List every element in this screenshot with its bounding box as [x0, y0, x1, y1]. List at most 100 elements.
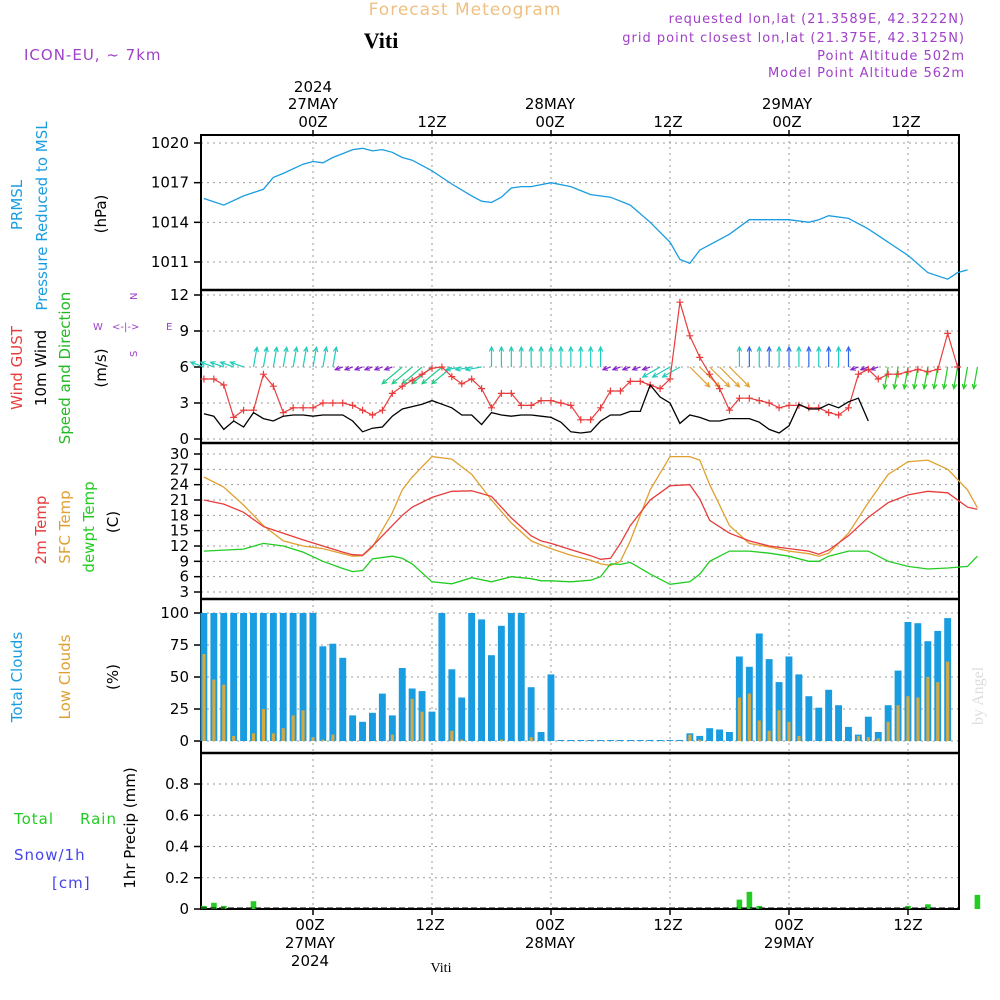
low-cloud-bar — [450, 730, 454, 741]
wind-direction-arrowhead — [332, 345, 339, 353]
low-cloud-bar — [529, 737, 533, 741]
total-cloud-bar — [279, 613, 287, 741]
bottom-year: 2024 — [291, 952, 329, 970]
low-cloud-bar — [767, 730, 771, 741]
wind-direction-arrow — [963, 366, 969, 389]
bottom-date-0: 27MAY — [285, 934, 336, 952]
total-cloud-bar — [507, 613, 515, 741]
gust-marker — [587, 416, 595, 424]
wind-direction-arrowhead — [454, 366, 461, 372]
wind-direction-arrowhead — [776, 345, 782, 352]
total-cloud-bar — [478, 619, 485, 741]
total-cloud-bar — [329, 643, 337, 741]
wind-direction-arrowhead — [383, 365, 390, 371]
wind-direction-arrow — [893, 366, 899, 389]
total-cloud-bar — [904, 622, 912, 741]
wind-direction-arrow — [252, 347, 258, 368]
total-cloud-bar — [339, 657, 347, 741]
gust-marker — [230, 413, 238, 421]
wind-direction-arrow — [262, 347, 268, 368]
wind-direction-arrowhead — [597, 345, 604, 352]
p2-unit: (m/s) — [92, 348, 110, 387]
gust-marker — [854, 370, 862, 378]
total-cloud-bar — [914, 623, 922, 741]
total-cloud-bar — [349, 715, 357, 741]
p3-label-sfc: SFC Temp — [56, 490, 74, 563]
p4-ytick-label: 0 — [179, 732, 189, 750]
bottom-date-2: 28MAY — [525, 934, 576, 952]
gust-marker — [557, 399, 565, 407]
p4-ytick-label: 75 — [170, 636, 189, 654]
total-cloud-bar — [369, 712, 376, 741]
p1-ytick-label: 1020 — [151, 134, 189, 152]
bottom-hour-3: 12Z — [653, 916, 682, 934]
total-cloud-bar — [240, 613, 247, 741]
wind-direction-arrow — [729, 366, 750, 388]
low-cloud-bar — [390, 734, 394, 741]
wind-direction-arrow — [689, 366, 711, 388]
compass-rose: N W <-|-> E S — [93, 293, 172, 357]
low-cloud-bar — [261, 709, 265, 741]
wind-direction-arrowhead — [498, 345, 505, 352]
wind-direction-arrowhead — [845, 345, 852, 352]
total-cloud-bar — [259, 613, 267, 741]
total-cloud-bar — [557, 740, 565, 741]
p2-ytick-label: 6 — [179, 358, 189, 376]
wind-direction-arrowhead — [611, 365, 618, 371]
wind-direction-arrowhead — [303, 345, 309, 353]
wind-direction-arrow — [709, 366, 730, 388]
total-cloud-bar — [805, 696, 813, 741]
total-cloud-bar — [815, 707, 823, 741]
sfc-temp-line — [203, 455, 978, 567]
top-hour-5: 12Z — [891, 113, 920, 131]
wind-direction-arrow — [391, 366, 413, 385]
total-cloud-bar — [845, 726, 852, 741]
low-cloud-bar — [222, 684, 226, 741]
top-hour-3: 12Z — [653, 113, 682, 131]
total-cloud-bar — [755, 633, 763, 741]
total-cloud-bar — [547, 674, 555, 741]
header-info-1: grid point closest lon,lat (21.375E, 42.… — [622, 31, 965, 46]
p5-legend-cm: [cm] — [52, 874, 91, 892]
wind-direction-arrowhead — [859, 365, 866, 371]
p3-ytick-label: 18 — [170, 506, 189, 524]
wind-direction-arrowhead — [568, 345, 574, 352]
p3-ytick-label: 24 — [170, 476, 189, 494]
wind-direction-arrowhead — [353, 365, 361, 371]
gust-marker — [755, 397, 763, 405]
wind-direction-arrow — [652, 366, 671, 378]
compass-west: W — [93, 322, 103, 333]
rain-bar — [211, 902, 217, 910]
gust-marker — [904, 368, 912, 376]
total-cloud-bar — [597, 740, 604, 741]
gust-marker — [339, 399, 347, 407]
low-cloud-bar — [787, 721, 791, 741]
total-cloud-bar — [864, 716, 872, 741]
p5-legend-total: Total — [13, 810, 54, 828]
total-cloud-bar — [250, 613, 257, 741]
p1-ytick-label: 1014 — [151, 213, 189, 231]
gust-marker — [934, 365, 942, 373]
wind-direction-arrowhead — [704, 381, 711, 388]
low-cloud-bar — [688, 734, 692, 741]
total-cloud-bar — [726, 732, 733, 741]
p3-ytick-label: 3 — [179, 583, 189, 601]
wind-direction-arrow — [200, 361, 215, 368]
low-cloud-bar — [866, 737, 870, 741]
low-cloud-bar — [251, 733, 255, 741]
gust-marker — [874, 375, 882, 383]
p3-ytick-label: 21 — [170, 491, 189, 509]
wind-direction-arrowhead — [724, 381, 731, 388]
wind-direction-arrowhead — [941, 383, 948, 391]
p3-ytick-label: 9 — [179, 552, 189, 570]
low-cloud-bar — [876, 738, 880, 741]
gust-marker — [497, 389, 505, 397]
gust-marker — [864, 365, 872, 373]
total-cloud-bar — [646, 740, 654, 741]
total-cloud-bar — [666, 740, 674, 741]
total-cloud-bar — [676, 740, 684, 741]
wind-direction-arrowhead — [736, 345, 743, 352]
compass-north: N — [129, 293, 140, 300]
gust-marker — [240, 406, 248, 414]
total-cloud-bar — [825, 689, 833, 741]
